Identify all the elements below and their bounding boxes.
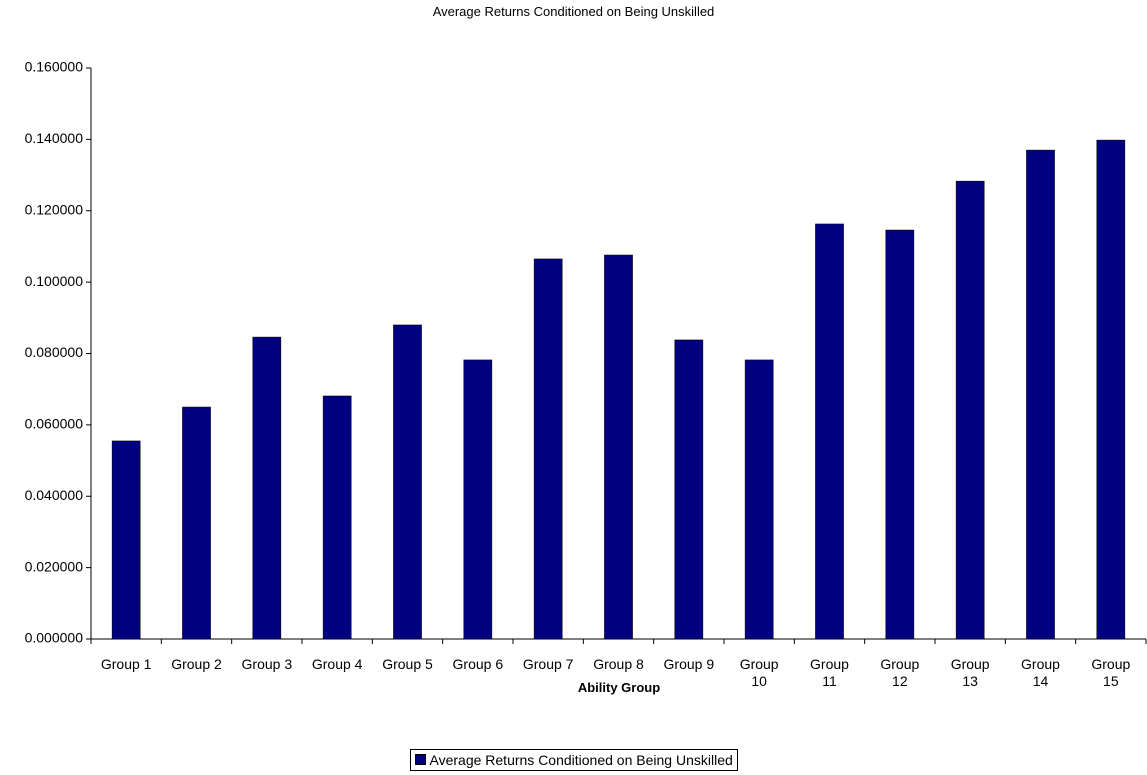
chart-title: Average Returns Conditioned on Being Uns… xyxy=(432,4,715,19)
x-tick-label: Group 10 xyxy=(739,656,779,689)
legend-swatch xyxy=(414,754,426,765)
x-axis-title: Ability Group xyxy=(577,680,661,695)
bar xyxy=(1026,149,1055,640)
x-tick-label: Group 2 xyxy=(171,656,222,672)
x-tick-label: Group 8 xyxy=(593,656,644,672)
bar xyxy=(111,440,141,640)
y-tick-label: 0.120000 xyxy=(25,201,84,217)
legend: Average Returns Conditioned on Being Uns… xyxy=(409,749,738,771)
bar xyxy=(744,359,774,640)
x-tick-label: Group 14 xyxy=(1021,656,1060,689)
bar xyxy=(1096,139,1126,640)
y-tick-label: 0.020000 xyxy=(25,558,84,574)
x-tick-label: Group 7 xyxy=(522,656,574,672)
x-tick-label: Group 3 xyxy=(241,656,293,672)
bar xyxy=(604,254,633,640)
bar xyxy=(815,223,844,640)
x-tick-label: Group 1 xyxy=(100,656,152,672)
x-tick-label: Group 4 xyxy=(311,656,363,672)
y-tick-label: 0.060000 xyxy=(25,416,84,432)
bar xyxy=(322,395,352,640)
bar xyxy=(393,324,422,640)
x-tick-label: Group 15 xyxy=(1091,656,1131,689)
y-tick-label: 0.160000 xyxy=(25,59,84,75)
y-tick-label: 0.040000 xyxy=(25,487,84,503)
bar xyxy=(252,336,282,640)
y-tick-label: 0.100000 xyxy=(25,273,84,289)
legend-label: Average Returns Conditioned on Being Uns… xyxy=(429,752,733,768)
bar xyxy=(885,229,915,640)
y-tick-label: 0.000000 xyxy=(25,630,84,646)
y-tick-label: 0.140000 xyxy=(25,130,84,146)
x-tick-label: Group 11 xyxy=(810,656,849,689)
bar xyxy=(955,180,985,640)
x-tick-label: Group 13 xyxy=(950,656,990,689)
bar xyxy=(533,258,563,640)
bar xyxy=(182,406,211,640)
bar xyxy=(463,359,493,640)
x-tick-label: Group 6 xyxy=(452,656,504,672)
x-tick-label: Group 5 xyxy=(382,656,433,672)
x-tick-label: Group 12 xyxy=(880,656,920,689)
x-tick-label: Group 9 xyxy=(663,656,715,672)
y-tick-label: 0.080000 xyxy=(25,344,84,360)
bar xyxy=(674,339,704,640)
